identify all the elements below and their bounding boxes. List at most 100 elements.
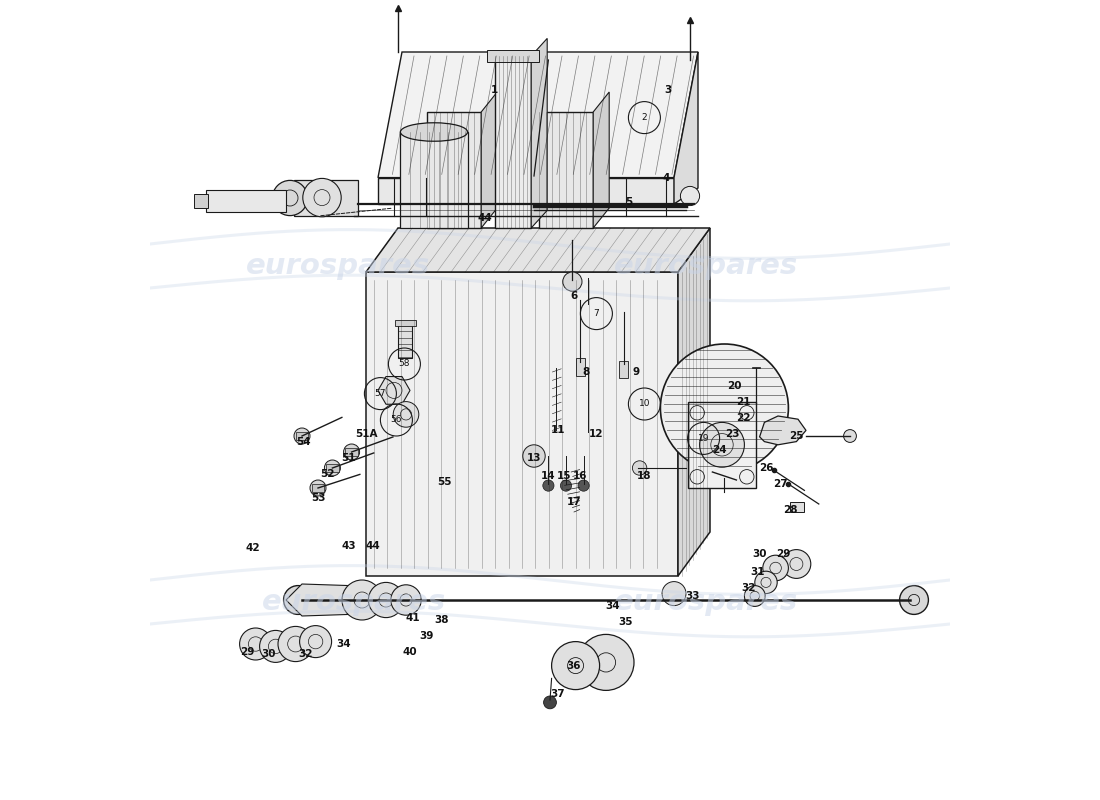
Text: 15: 15 [558, 471, 572, 481]
Text: 5: 5 [625, 197, 632, 206]
Text: 12: 12 [590, 429, 604, 438]
Polygon shape [366, 228, 710, 272]
Text: 13: 13 [527, 453, 541, 462]
Text: 18: 18 [637, 471, 651, 481]
Bar [619, 361, 628, 378]
Text: 35: 35 [618, 618, 634, 627]
Text: 43: 43 [341, 541, 355, 550]
Bar [395, 320, 416, 326]
Ellipse shape [400, 122, 468, 142]
Text: 17: 17 [566, 498, 581, 507]
Polygon shape [678, 228, 710, 576]
Bar [194, 194, 208, 208]
Text: 30: 30 [261, 650, 276, 659]
Bar [398, 325, 412, 358]
Polygon shape [378, 52, 698, 178]
Text: 44: 44 [477, 213, 492, 222]
Bar [575, 358, 585, 376]
Bar [311, 484, 324, 492]
Text: 57: 57 [375, 389, 386, 398]
Text: 26: 26 [759, 463, 773, 473]
Circle shape [390, 585, 421, 615]
Text: 19: 19 [697, 434, 710, 443]
Circle shape [310, 480, 326, 496]
Text: 21: 21 [736, 397, 751, 406]
Circle shape [299, 626, 331, 658]
Text: 54: 54 [296, 437, 311, 446]
Text: 3: 3 [664, 85, 672, 94]
Circle shape [278, 626, 314, 662]
Circle shape [324, 460, 340, 476]
Circle shape [844, 430, 857, 442]
Text: 40: 40 [403, 647, 417, 657]
Polygon shape [294, 180, 358, 216]
Text: 8: 8 [582, 367, 590, 377]
Bar [206, 190, 286, 212]
Text: 22: 22 [736, 413, 751, 422]
Text: 24: 24 [713, 445, 727, 454]
Polygon shape [593, 92, 609, 228]
Polygon shape [531, 38, 547, 228]
Text: 41: 41 [405, 613, 420, 622]
Polygon shape [378, 178, 674, 204]
Text: 34: 34 [605, 602, 619, 611]
Polygon shape [495, 56, 531, 228]
Text: 32: 32 [299, 650, 314, 659]
Text: 29: 29 [777, 549, 791, 558]
Text: 7: 7 [594, 309, 600, 318]
Text: 38: 38 [434, 615, 449, 625]
Bar [790, 502, 804, 512]
Circle shape [343, 444, 360, 460]
Text: 4: 4 [662, 173, 670, 182]
Polygon shape [286, 584, 350, 616]
Text: 10: 10 [639, 399, 650, 409]
Text: eurospares: eurospares [614, 251, 799, 280]
Text: eurospares: eurospares [246, 251, 430, 280]
Circle shape [578, 634, 634, 690]
Text: 52: 52 [320, 469, 334, 478]
Text: 23: 23 [725, 429, 739, 438]
Text: 31: 31 [750, 567, 766, 577]
Circle shape [522, 445, 546, 467]
Circle shape [273, 180, 308, 215]
Circle shape [700, 422, 745, 467]
Text: 27: 27 [773, 479, 788, 489]
Circle shape [294, 428, 310, 444]
Circle shape [368, 582, 404, 618]
Text: 36: 36 [566, 661, 581, 670]
Text: 39: 39 [419, 631, 433, 641]
Text: 53: 53 [310, 493, 326, 502]
Polygon shape [378, 377, 410, 404]
Circle shape [762, 555, 789, 581]
Circle shape [681, 186, 700, 206]
Text: 55: 55 [437, 477, 452, 486]
Polygon shape [674, 52, 698, 204]
Circle shape [560, 480, 572, 491]
Circle shape [900, 586, 928, 614]
Bar [326, 464, 339, 472]
Circle shape [782, 550, 811, 578]
Polygon shape [366, 272, 678, 576]
Text: 9: 9 [632, 367, 640, 377]
Text: 25: 25 [789, 431, 804, 441]
Text: 44: 44 [365, 541, 380, 550]
Polygon shape [481, 92, 497, 228]
Text: 2: 2 [641, 113, 647, 122]
Circle shape [662, 582, 686, 606]
Text: 14: 14 [541, 471, 556, 481]
Text: 56: 56 [390, 415, 403, 425]
Circle shape [543, 696, 557, 709]
Circle shape [342, 580, 382, 620]
Text: 32: 32 [741, 583, 756, 593]
Text: 29: 29 [241, 647, 255, 657]
Circle shape [542, 480, 554, 491]
Circle shape [284, 586, 312, 614]
Circle shape [260, 630, 292, 662]
Polygon shape [427, 112, 481, 228]
Circle shape [551, 642, 600, 690]
Circle shape [563, 272, 582, 291]
Polygon shape [760, 416, 806, 445]
Bar [688, 402, 757, 488]
Text: 51A: 51A [354, 429, 377, 438]
Bar [296, 432, 308, 440]
